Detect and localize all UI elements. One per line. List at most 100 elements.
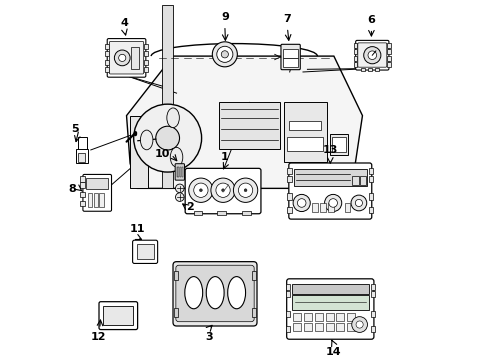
Bar — [287, 137, 323, 151]
Bar — [182, 167, 183, 177]
Text: 14: 14 — [325, 347, 340, 357]
FancyBboxPatch shape — [286, 279, 373, 339]
Circle shape — [351, 317, 366, 332]
Bar — [370, 311, 374, 317]
Circle shape — [188, 178, 213, 202]
Circle shape — [119, 54, 125, 62]
Bar — [285, 311, 289, 317]
Bar — [144, 67, 148, 72]
Bar — [80, 182, 84, 188]
Bar — [288, 121, 321, 130]
Bar — [325, 313, 333, 321]
Bar — [304, 313, 311, 321]
Bar — [353, 49, 356, 54]
Text: 8: 8 — [69, 184, 76, 194]
Text: 9: 9 — [221, 12, 228, 22]
Bar — [374, 68, 379, 72]
Circle shape — [221, 189, 224, 192]
Text: 6: 6 — [366, 15, 375, 25]
Text: 1: 1 — [221, 152, 228, 162]
Bar — [293, 169, 366, 186]
Circle shape — [175, 184, 183, 193]
Bar — [283, 49, 297, 58]
Bar — [360, 68, 364, 72]
Bar — [336, 323, 344, 330]
Circle shape — [193, 183, 207, 197]
FancyBboxPatch shape — [288, 163, 371, 219]
Polygon shape — [126, 56, 362, 188]
Bar — [368, 168, 372, 174]
Circle shape — [328, 199, 337, 207]
Circle shape — [363, 47, 380, 64]
Text: 3: 3 — [204, 332, 212, 342]
Bar — [242, 211, 250, 215]
Circle shape — [133, 104, 201, 172]
Bar — [285, 291, 289, 297]
Bar — [105, 67, 108, 72]
Bar — [283, 102, 326, 162]
Bar — [105, 44, 108, 49]
Circle shape — [221, 51, 228, 58]
FancyBboxPatch shape — [173, 262, 257, 326]
FancyBboxPatch shape — [99, 302, 137, 329]
Circle shape — [156, 126, 179, 150]
Circle shape — [210, 178, 235, 202]
Circle shape — [114, 50, 130, 66]
Bar — [173, 271, 178, 279]
Circle shape — [355, 199, 362, 207]
Bar — [370, 326, 374, 332]
Bar — [99, 193, 103, 207]
Circle shape — [233, 178, 257, 202]
Text: 10: 10 — [155, 149, 170, 159]
Bar — [86, 178, 108, 189]
Bar — [105, 51, 108, 56]
Bar — [130, 116, 148, 188]
Bar — [329, 134, 347, 155]
Bar — [193, 211, 202, 215]
Ellipse shape — [206, 276, 224, 309]
Bar — [287, 176, 291, 182]
Ellipse shape — [184, 276, 202, 309]
Bar — [368, 176, 372, 182]
Bar — [80, 176, 84, 182]
FancyBboxPatch shape — [132, 240, 157, 264]
Bar — [287, 168, 291, 174]
Bar — [285, 326, 289, 332]
Bar — [320, 203, 325, 212]
Bar — [176, 167, 177, 177]
FancyBboxPatch shape — [175, 164, 184, 180]
Text: 7: 7 — [283, 14, 291, 24]
Circle shape — [212, 42, 237, 67]
Bar — [386, 49, 390, 54]
Text: 13: 13 — [322, 145, 337, 156]
Bar — [144, 44, 148, 49]
Circle shape — [216, 183, 230, 197]
Bar — [285, 284, 289, 290]
Bar — [80, 201, 84, 206]
Bar — [144, 60, 148, 65]
Bar — [370, 284, 374, 290]
Text: 4: 4 — [121, 18, 128, 27]
Bar — [336, 313, 344, 321]
Bar — [386, 56, 390, 61]
Bar — [368, 193, 372, 200]
Ellipse shape — [140, 130, 153, 150]
Bar — [370, 291, 374, 297]
Bar — [287, 207, 291, 213]
Circle shape — [367, 51, 376, 59]
FancyBboxPatch shape — [107, 39, 145, 77]
Text: 12: 12 — [91, 332, 106, 342]
Bar — [353, 56, 356, 61]
Bar — [283, 58, 297, 67]
Bar — [353, 62, 356, 67]
FancyBboxPatch shape — [281, 44, 300, 70]
FancyBboxPatch shape — [357, 43, 386, 67]
Bar — [162, 5, 173, 188]
Circle shape — [292, 194, 310, 212]
Bar — [312, 203, 318, 212]
Bar — [105, 60, 108, 65]
Circle shape — [350, 195, 366, 211]
Bar — [344, 203, 349, 212]
Bar — [217, 211, 225, 215]
Bar — [78, 153, 85, 162]
